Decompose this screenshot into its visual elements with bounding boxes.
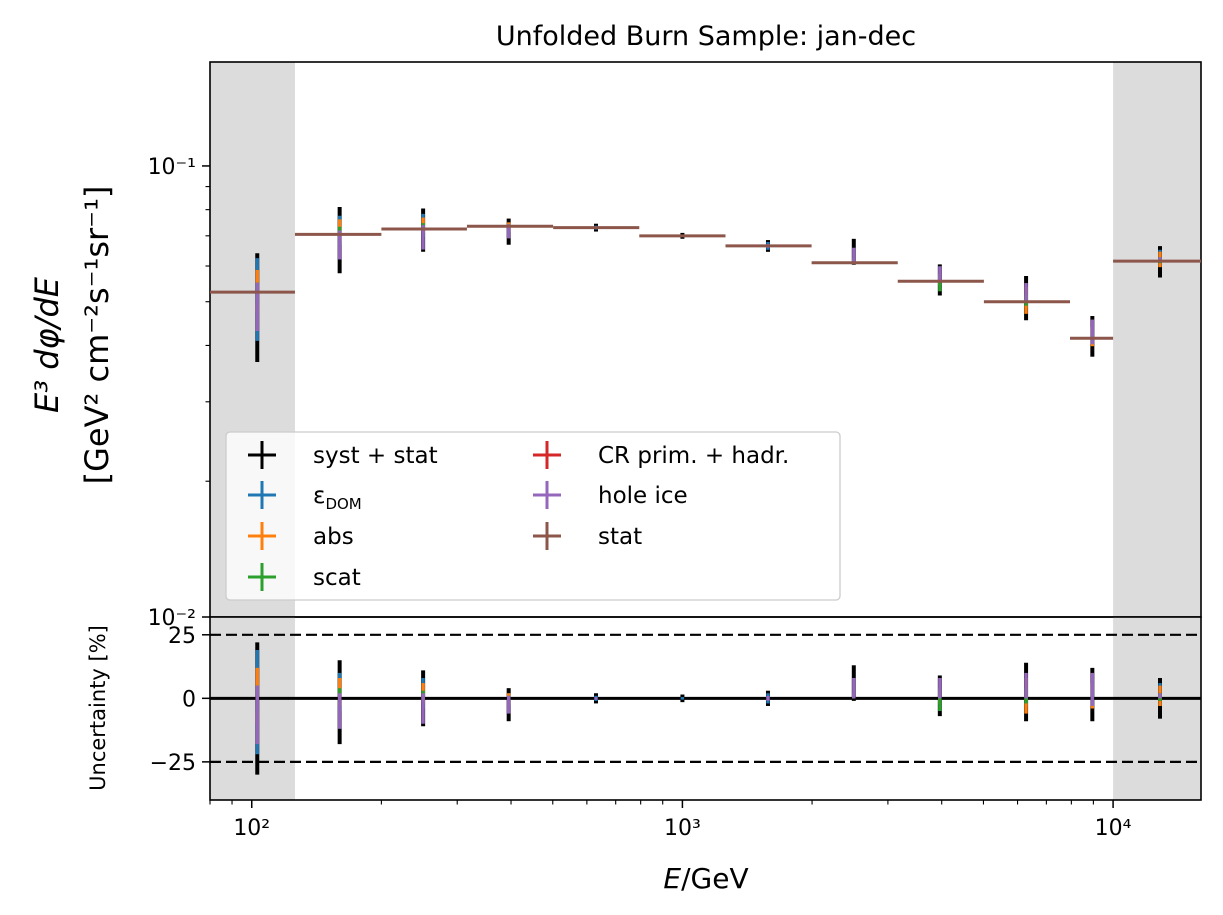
xtick-label: 10³ (664, 816, 701, 841)
ratio-panel: 25 0 −25 10² 10³ 10⁴ (150, 616, 1202, 841)
main-ytick-label: 10⁻¹ (148, 155, 196, 180)
main-panel: 10⁻¹ 10⁻² (148, 61, 1202, 631)
axis-labels: E³ dφ/dE [GeV² cm⁻²s⁻¹sr⁻¹] Uncertainty … (28, 186, 749, 895)
main-ylabel-line2: [GeV² cm⁻²s⁻¹sr⁻¹] (78, 186, 116, 485)
ratio-ytick-label: 0 (182, 687, 196, 712)
shaded-region-main-1 (1113, 62, 1201, 617)
xtick-label: 10² (233, 816, 270, 841)
main-ytick-label: 10⁻² (148, 606, 196, 631)
x-axis-label-math: E (663, 862, 681, 895)
shaded-region-ratio-1 (1113, 617, 1201, 800)
legend-label-stat: stat (598, 524, 642, 550)
ratio-axes-frame (209, 616, 1202, 801)
ratio-ylabel: Uncertainty [%] (86, 625, 110, 791)
legend-label-subscript: DOM (325, 495, 361, 513)
legend-label-hole_ice: hole ice (598, 483, 688, 509)
legend-label-cr_prim_hadr: CR prim. + hadr. (598, 443, 789, 469)
legend-label-scat: scat (313, 565, 361, 591)
x-axis-label: E/GeV (663, 862, 748, 895)
shaded-region-ratio-0 (210, 617, 295, 800)
xtick-label: 10⁴ (1095, 816, 1132, 841)
ratio-ytick-label: −25 (150, 751, 196, 776)
x-axis-label-unit: /GeV (681, 862, 749, 895)
main-ylabel-line1: E³ dφ/dE (28, 276, 66, 413)
ratio-ytick-label: 25 (168, 624, 196, 649)
legend-box (225, 431, 841, 601)
legend-label-syst_stat: syst + stat (313, 443, 438, 469)
legend-label-abs: abs (313, 524, 354, 550)
chart-title: Unfolded Burn Sample: jan-dec (496, 21, 916, 52)
